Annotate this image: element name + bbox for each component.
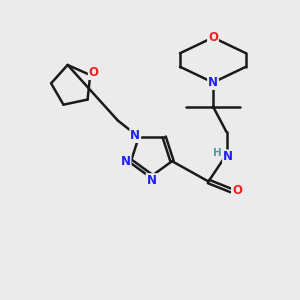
Text: H: H bbox=[212, 148, 221, 158]
Text: N: N bbox=[208, 76, 218, 89]
Text: N: N bbox=[223, 150, 233, 164]
Text: O: O bbox=[89, 66, 99, 79]
Text: O: O bbox=[232, 184, 242, 197]
Text: N: N bbox=[146, 174, 157, 187]
Text: N: N bbox=[130, 129, 140, 142]
Text: N: N bbox=[121, 155, 130, 168]
Text: O: O bbox=[208, 31, 218, 44]
